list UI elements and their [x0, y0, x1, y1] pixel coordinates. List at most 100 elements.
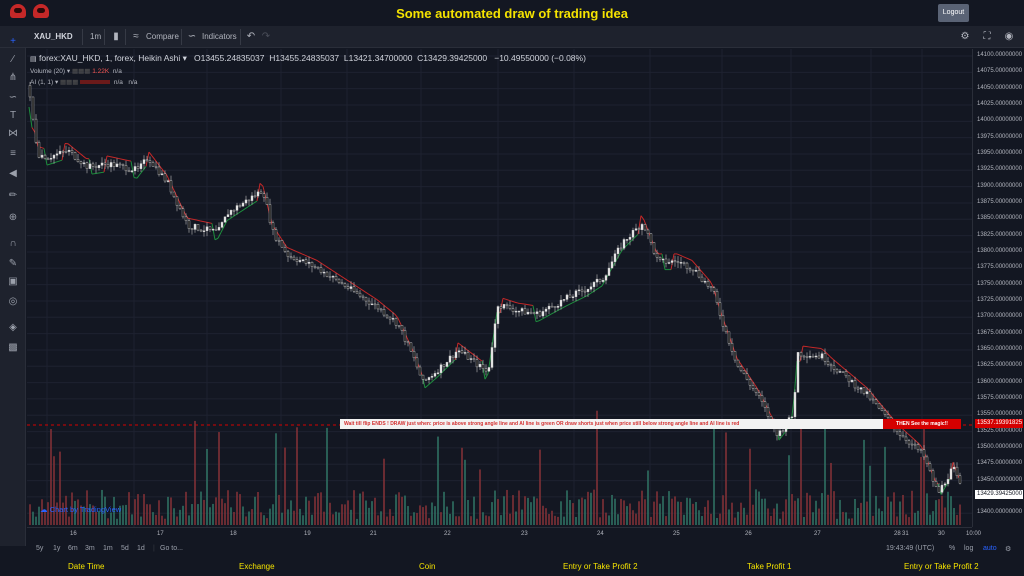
interval-button[interactable]: 1m — [90, 32, 102, 41]
volume-bar — [302, 515, 304, 525]
range-1y-button[interactable]: 1y — [53, 545, 61, 552]
volume-bar — [254, 496, 256, 525]
candle-body — [118, 163, 122, 166]
utc-clock[interactable]: 19:43:49 (UTC) — [886, 545, 935, 552]
volume-bar — [557, 516, 559, 525]
candle-body — [49, 158, 53, 160]
volume-bar — [176, 516, 178, 525]
trash-icon[interactable]: ▩ — [8, 342, 18, 353]
candle-body — [895, 428, 899, 433]
volume-bar — [125, 504, 127, 525]
volume-bar — [428, 518, 430, 525]
percent-toggle[interactable]: % — [949, 545, 956, 552]
pitchfork-icon[interactable]: ⋔ — [8, 72, 18, 83]
volume-bar — [422, 507, 424, 525]
compare-button[interactable]: Compare — [146, 32, 179, 41]
volume-legend-label[interactable]: Volume (20) — [30, 68, 66, 75]
price-chart[interactable] — [27, 49, 972, 527]
redo-icon[interactable]: ↷ — [261, 31, 271, 42]
range-6m-button[interactable]: 6m — [68, 545, 78, 552]
ai-line-segment — [595, 287, 600, 291]
candle-body — [529, 311, 533, 314]
candle-body — [508, 305, 512, 309]
range-1d-button[interactable]: 1d — [137, 545, 145, 552]
price-axis-label: 13975.00000000 — [977, 133, 1023, 140]
ruler-icon[interactable]: ✏ — [8, 190, 18, 201]
volume-bar — [896, 516, 898, 525]
tradingview-credit-link[interactable]: ☁ Chart by TradingView — [40, 505, 121, 514]
layers-icon[interactable]: ◈ — [9, 322, 17, 333]
volume-bar — [839, 499, 841, 525]
candle-style-icon[interactable]: ▮ — [113, 31, 119, 42]
range-5y-button[interactable]: 5y — [36, 545, 44, 552]
symbol-search-button[interactable]: XAU_HKD — [34, 32, 73, 41]
ai-line-segment — [397, 317, 402, 325]
fib-icon[interactable]: ≡ — [10, 148, 16, 159]
settings-icon[interactable]: ⚙ — [960, 31, 970, 42]
back-arrow-icon[interactable]: ◀ — [9, 168, 17, 179]
undo-icon[interactable]: ↶ — [246, 31, 256, 42]
fullscreen-icon[interactable]: ⛶ — [983, 31, 991, 42]
volume-bar — [785, 499, 787, 525]
candle-body — [931, 470, 935, 482]
candle-body — [913, 443, 917, 446]
brush-icon[interactable]: ∽ — [8, 92, 18, 103]
goto-date-button[interactable]: Go to... — [160, 545, 183, 552]
zoom-icon[interactable]: ⊕ — [8, 212, 18, 223]
candle-body — [886, 414, 890, 418]
ai-legend-label[interactable]: AI (1, 1) — [30, 79, 54, 86]
ai-line-segment — [310, 257, 315, 260]
ai-line-segment — [871, 393, 876, 398]
candle-body — [832, 365, 836, 370]
volume-bar — [482, 512, 484, 525]
ai-line-segment — [598, 285, 603, 289]
volume-bar — [314, 496, 316, 525]
logo-icon — [10, 4, 26, 18]
volume-bar — [182, 505, 184, 525]
camera-icon[interactable]: ◉ — [1004, 31, 1014, 42]
ai-line-segment — [118, 158, 123, 160]
chevron-down-icon[interactable]: ▾ — [66, 68, 71, 75]
logout-button[interactable]: Logout — [938, 4, 969, 22]
legend-controls-icon[interactable]: ▦▦▦ — [71, 68, 91, 75]
ai-line-segment — [850, 374, 855, 378]
ai-line-segment — [841, 366, 846, 370]
ai-line-segment — [952, 462, 957, 471]
chevron-down-icon[interactable]: ▾ — [182, 53, 187, 63]
volume-bar — [716, 517, 718, 525]
price-axis[interactable]: 14100.00000000 14075.00000000 14050.000000… — [972, 49, 1024, 527]
pattern-icon[interactable]: ⋈ — [8, 128, 18, 139]
candle-body — [805, 356, 809, 358]
idea-table-header: Date Time Exchange Coin Entry or Take Pr… — [0, 559, 1024, 576]
log-toggle[interactable]: log — [964, 545, 974, 552]
ai-line-segment — [130, 161, 135, 178]
range-5d-button[interactable]: 5d — [121, 545, 129, 552]
indicators-button[interactable]: Indicators — [202, 32, 237, 41]
ai-line-segment — [109, 156, 114, 158]
candle-body — [271, 222, 275, 230]
lock-icon[interactable]: ▣ — [8, 276, 18, 287]
candle-body — [661, 258, 665, 261]
candle-body — [574, 290, 578, 297]
range-1m-button[interactable]: 1m — [103, 545, 113, 552]
range-3m-button[interactable]: 3m — [85, 545, 95, 552]
chevron-down-icon[interactable]: ▾ — [54, 79, 59, 86]
price-axis-label: 14000.00000000 — [977, 117, 1023, 124]
trendline-icon[interactable]: ∕ — [12, 54, 14, 65]
legend-symbol[interactable]: forex:XAU_HKD, 1, forex, Heikin Ashi — [39, 53, 181, 63]
volume-bar — [713, 428, 715, 525]
magnet-icon[interactable]: ∩ — [9, 238, 17, 249]
legend-collapse-icon[interactable]: ▤ — [30, 56, 37, 63]
gear-icon[interactable]: ⚙ — [1005, 546, 1012, 553]
candle-body — [583, 290, 587, 293]
lock-drawing-icon[interactable]: ✎ — [8, 258, 18, 269]
ai-line-segment — [739, 362, 744, 368]
legend-controls-icon[interactable]: ▦▦▦ — [60, 79, 79, 86]
auto-toggle[interactable]: auto — [983, 545, 997, 552]
eye-icon[interactable]: ◎ — [8, 296, 18, 307]
crosshair-icon[interactable]: + — [10, 36, 16, 47]
chart-pane[interactable] — [27, 49, 972, 527]
text-icon[interactable]: T — [9, 110, 17, 121]
time-axis[interactable]: 16 17 18 19 21 22 23 24 25 26 27 28 30 31 10:00 — [27, 527, 981, 541]
volume-bar — [554, 515, 556, 525]
